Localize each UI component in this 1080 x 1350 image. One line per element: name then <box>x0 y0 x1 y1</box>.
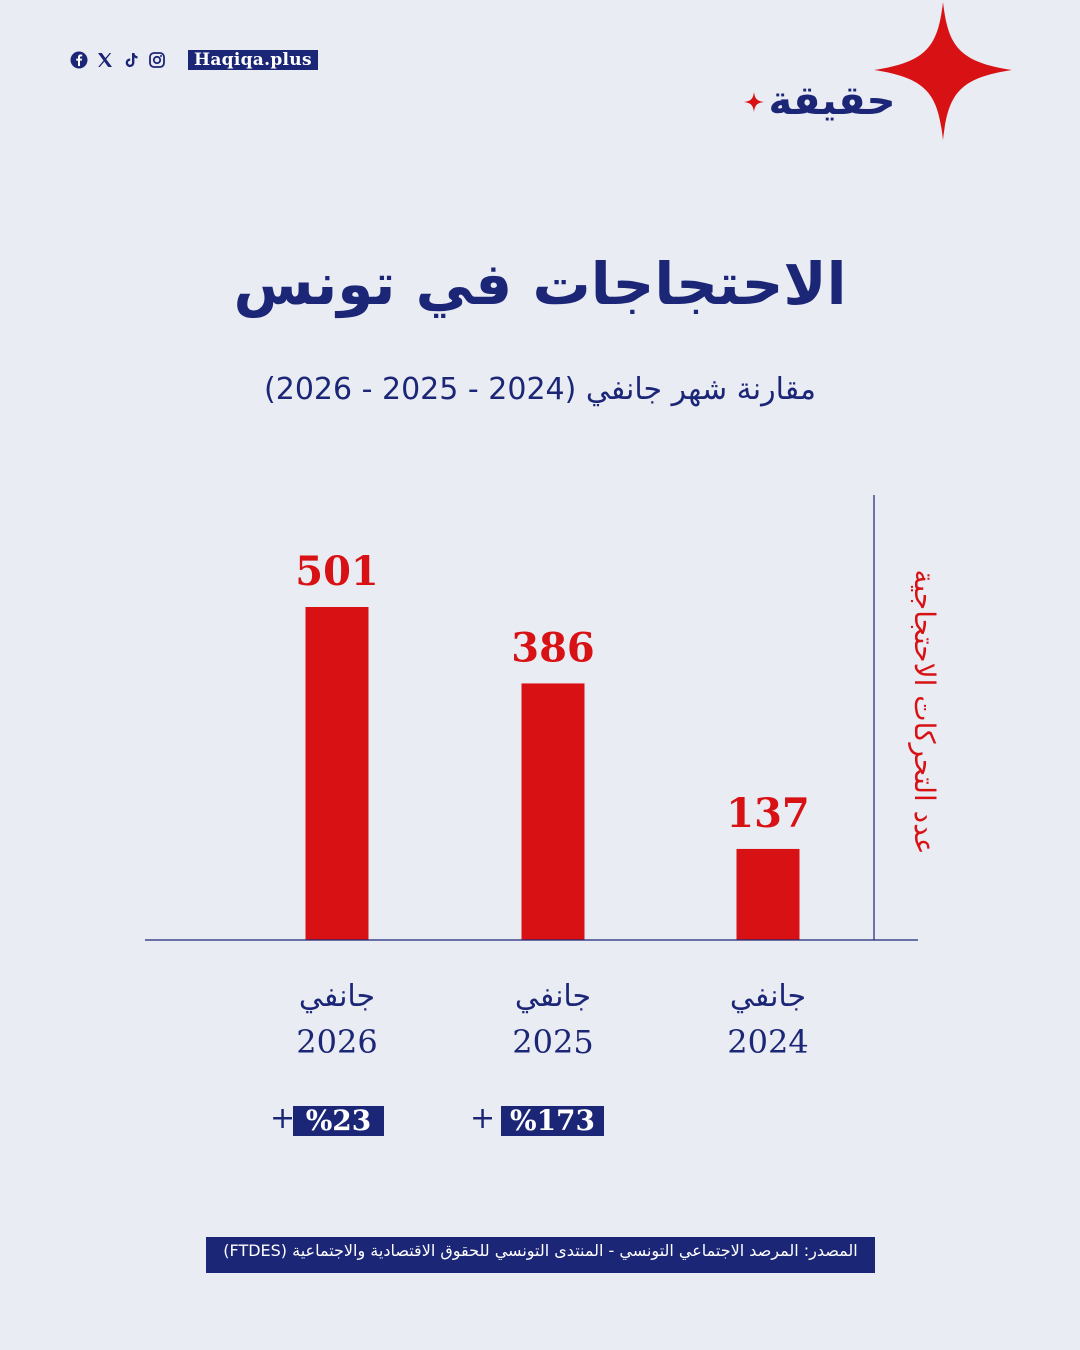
bar-2025 <box>521 683 585 940</box>
bar-2024 <box>736 848 800 940</box>
category-year-2025: 2025 <box>512 1023 593 1061</box>
category-month-2024: جانفي <box>730 979 806 1014</box>
bar-2026 <box>305 607 369 940</box>
tiktok-icon[interactable] <box>122 51 140 69</box>
category-year-2026: 2026 <box>296 1023 377 1061</box>
y-axis-label: عدد التحركات الاحتجاجية <box>908 569 941 854</box>
change-sign-2025: + <box>470 1101 496 1136</box>
value-label-2026: 501 <box>295 548 379 595</box>
facebook-icon[interactable] <box>70 51 88 69</box>
social-links: Haqiqa.plus <box>70 50 318 70</box>
x-icon[interactable] <box>96 51 114 69</box>
chart-subtitle: مقارنة شهر جانفي (2024 - 2025 - 2026) <box>264 372 816 407</box>
category-year-2024: 2024 <box>727 1023 808 1061</box>
source-caption: المصدر: المرصد الاجتماعي التونسي - المنت… <box>206 1237 875 1273</box>
value-label-2024: 137 <box>726 790 810 837</box>
brand-logo: حقيقة <box>768 78 896 124</box>
change-badge-2025: %173 <box>501 1106 604 1136</box>
chart-title: الاحتجاجات في تونس <box>233 250 847 318</box>
change-badge-2026: %23 <box>293 1106 384 1136</box>
site-handle[interactable]: Haqiqa.plus <box>188 50 318 70</box>
instagram-icon[interactable] <box>148 51 166 69</box>
value-label-2025: 386 <box>511 624 595 671</box>
category-month-2025: جانفي <box>515 979 591 1014</box>
brand-star-icon <box>744 2 1012 140</box>
category-month-2026: جانفي <box>299 979 375 1014</box>
change-sign-2026: + <box>270 1101 296 1136</box>
